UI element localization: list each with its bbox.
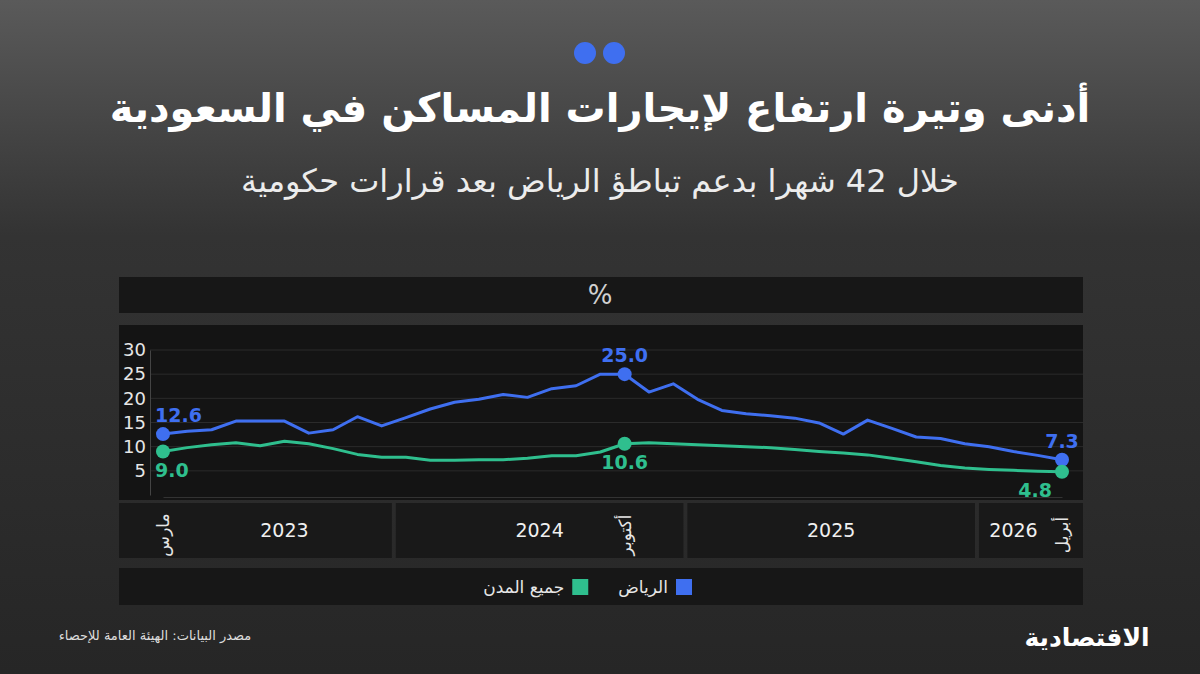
year-band — [687, 503, 975, 558]
point-marker — [1055, 465, 1069, 479]
legend-label: الرياض — [618, 577, 668, 597]
subtitle: خلال 42 شهرا بدعم تباطؤ الرياض بعد قرارا… — [241, 162, 959, 200]
decor-dot — [574, 42, 596, 64]
year-label: 2024 — [515, 519, 563, 541]
data-label: 9.0 — [155, 459, 189, 481]
decor-dot — [603, 42, 625, 64]
title: أدنى وتيرة ارتفاع لإيجارات المساكن في ال… — [110, 82, 1091, 132]
year-band — [979, 503, 1083, 558]
data-label: 7.3 — [1045, 430, 1079, 452]
y-tick: 20 — [123, 388, 150, 409]
x-tick-label: أبريل — [1051, 517, 1072, 553]
year-band — [119, 503, 392, 558]
source: مصدر البيانات: الهيئة العامة للإحصاء — [59, 628, 252, 644]
point-marker — [618, 437, 632, 451]
publisher-logo: الاقتصادية — [1024, 623, 1149, 652]
series-marks — [156, 367, 1069, 479]
y-tick: 5 — [135, 460, 150, 481]
y-tick: 15 — [123, 412, 150, 433]
y-axis: 5 10 15 20 25 30 — [123, 339, 150, 495]
x-tick-label: أكتوبر — [614, 515, 635, 557]
y-tick-label: 25 — [123, 363, 146, 384]
background — [0, 0, 1200, 674]
x-tick: أبريل — [1051, 497, 1072, 553]
x-tick-label: مارس — [153, 513, 173, 556]
series-line — [163, 441, 1062, 471]
x-groups: 2023 2024 2025 2026 — [119, 503, 1083, 558]
year-band — [396, 503, 684, 558]
point-marker — [618, 367, 632, 381]
data-labels: 12.6 25.0 7.3 9.0 10.6 4.8 — [155, 344, 1079, 501]
legend: الرياض جميع المدن — [483, 577, 692, 598]
year-label: 2025 — [807, 519, 855, 541]
x-tick: أكتوبر — [614, 497, 635, 556]
y-tick-label: 20 — [123, 388, 146, 409]
y-tick: 30 — [123, 339, 150, 360]
year-label: 2026 — [989, 519, 1037, 541]
point-marker — [156, 427, 170, 441]
y-tick: 25 — [123, 363, 150, 384]
y-tick-label: 10 — [123, 436, 146, 457]
y-tick-label: 30 — [123, 339, 146, 360]
legend-swatch — [676, 579, 692, 595]
year-label: 2023 — [260, 519, 308, 541]
x-axis-line — [164, 497, 1063, 498]
y-tick-label: 15 — [123, 412, 146, 433]
y-axis-label: % — [588, 280, 613, 310]
point-marker — [1055, 453, 1069, 467]
data-label: 4.8 — [1018, 479, 1052, 501]
grid-line — [150, 398, 1083, 399]
x-tick: مارس — [153, 497, 173, 557]
y-tick: 10 — [123, 436, 150, 457]
legend-label: جميع المدن — [483, 577, 564, 598]
x-axis: مارس أكتوبر أبريل — [153, 497, 1072, 557]
chart-root: أدنى وتيرة ارتفاع لإيجارات المساكن في ال… — [0, 0, 1200, 674]
point-marker — [156, 445, 170, 459]
legend-swatch — [572, 579, 588, 595]
data-label: 12.6 — [155, 404, 202, 426]
y-tick-label: 5 — [135, 460, 146, 481]
data-label: 10.6 — [601, 451, 648, 473]
plot-panel — [119, 325, 1083, 500]
data-label: 25.0 — [601, 344, 648, 366]
legend-band — [119, 568, 1083, 605]
y-axis-line — [150, 351, 151, 496]
unit-band — [119, 277, 1083, 313]
